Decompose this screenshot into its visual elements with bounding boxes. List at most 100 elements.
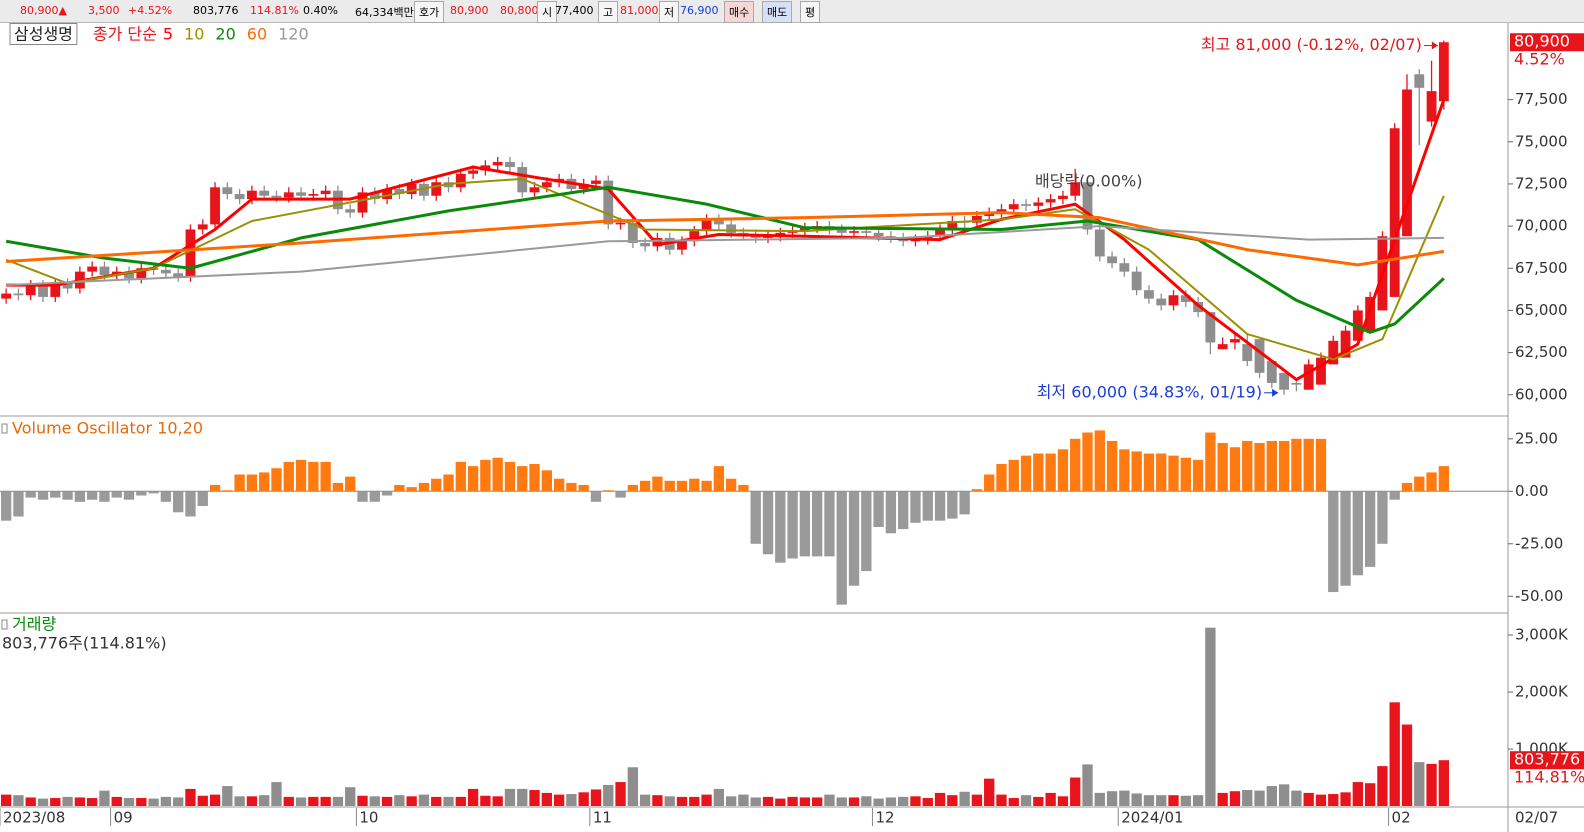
x-tick-label: 2023/08	[3, 809, 65, 827]
osc-bar	[750, 491, 761, 544]
candle-body	[136, 268, 147, 279]
osc-bar	[873, 491, 884, 527]
dividend-annotation: 배당락(0.00%)	[1035, 172, 1142, 191]
osc-bar	[259, 472, 270, 492]
candle-body	[1414, 74, 1425, 88]
osc-bar	[136, 491, 147, 496]
candle-body	[1021, 204, 1031, 206]
candle-body	[861, 231, 872, 233]
candle-body	[87, 266, 98, 272]
osc-bar	[1328, 491, 1339, 593]
volume-bar	[1352, 782, 1363, 806]
candle-body	[1, 293, 12, 299]
osc-bar	[824, 491, 835, 557]
osc-bar	[185, 491, 196, 517]
candle-body	[799, 227, 810, 232]
candle-body	[1402, 89, 1412, 237]
sell-button[interactable]: 매도	[762, 1, 793, 23]
open: 77,400	[555, 4, 594, 17]
y-tick-label: -25.00	[1515, 534, 1563, 552]
volume-bar	[1168, 795, 1179, 806]
volume-bar	[357, 795, 368, 806]
candle-body	[1008, 204, 1019, 210]
candle-body	[210, 187, 220, 225]
candle-body	[99, 266, 110, 276]
osc-bar	[480, 459, 491, 492]
volume-bar	[1082, 764, 1093, 806]
candle-body	[296, 192, 306, 196]
osc-bar	[971, 489, 983, 492]
low: 76,900	[680, 4, 719, 17]
pane-title: 삼성생명	[14, 25, 73, 44]
osc-bar	[1192, 459, 1204, 492]
candle-body	[185, 229, 196, 277]
volume-bar	[332, 796, 344, 806]
candle-body	[1266, 361, 1277, 383]
legend-entry: 20	[215, 25, 235, 44]
volume-bar	[406, 796, 417, 806]
osc-bar	[1291, 438, 1302, 492]
osc-bar	[1020, 455, 1032, 492]
volume-bar	[1106, 791, 1118, 806]
candle-body	[640, 242, 651, 247]
osc-bar	[566, 482, 577, 492]
volume-bar	[836, 797, 847, 806]
volume-bar	[1180, 795, 1191, 806]
candle-body	[13, 293, 24, 296]
candle-body	[222, 187, 233, 195]
ask: 80,900	[450, 4, 489, 17]
volume-bar	[713, 788, 725, 806]
buy-button[interactable]: 매수	[724, 1, 755, 23]
volume-bar	[1008, 798, 1019, 806]
candle-body	[873, 232, 884, 237]
candle-body	[345, 209, 356, 213]
osc-bar	[1303, 438, 1314, 492]
osc-bar	[529, 464, 540, 492]
pane-title: 거래량	[12, 615, 56, 634]
osc-bar	[37, 491, 49, 500]
candle-body	[1205, 312, 1216, 343]
volume-bar	[541, 792, 552, 806]
osc-bar	[111, 491, 122, 498]
osc-bar	[1364, 491, 1376, 567]
candle-body	[492, 161, 503, 166]
candle-body	[1119, 263, 1130, 272]
high-label: 고	[598, 1, 619, 23]
volume: 803,776	[193, 4, 239, 17]
high-arrow-head	[1431, 41, 1438, 50]
osc-bar	[1045, 453, 1056, 492]
candle-body	[1328, 340, 1339, 365]
osc-bar	[725, 478, 737, 492]
y-tick-label: 65,000	[1515, 301, 1568, 319]
volume-bar	[984, 778, 995, 806]
osc-bar	[467, 466, 479, 492]
volume-bar	[812, 797, 823, 806]
pane-marker	[1, 619, 8, 630]
y-tick-label: 77,500	[1515, 90, 1568, 108]
volume-bar	[443, 796, 454, 806]
volume-bar	[1364, 783, 1376, 806]
osc-bar	[160, 491, 172, 502]
osc-bar	[1278, 440, 1290, 492]
osc-bar	[996, 464, 1007, 492]
osc-bar	[1266, 440, 1277, 492]
osc-bar	[332, 482, 344, 492]
avg-button[interactable]: 평	[800, 1, 821, 23]
volume-bar	[148, 798, 159, 806]
osc-bar	[984, 474, 995, 492]
volume-bar	[517, 788, 528, 806]
volume-bar	[74, 797, 86, 806]
volume-bar	[345, 787, 356, 806]
candle-body	[1279, 372, 1290, 390]
osc-bar	[74, 491, 86, 502]
volume-bar	[160, 796, 172, 806]
volume-bar	[1156, 795, 1167, 806]
volume-bar	[1426, 763, 1437, 806]
volume-bar	[898, 796, 909, 806]
candle-body	[1426, 91, 1437, 122]
volume-bar	[87, 798, 98, 806]
candle-body	[701, 219, 712, 232]
osc-bar	[173, 491, 184, 513]
osc-bar	[295, 459, 307, 492]
osc-bar	[1217, 443, 1228, 492]
